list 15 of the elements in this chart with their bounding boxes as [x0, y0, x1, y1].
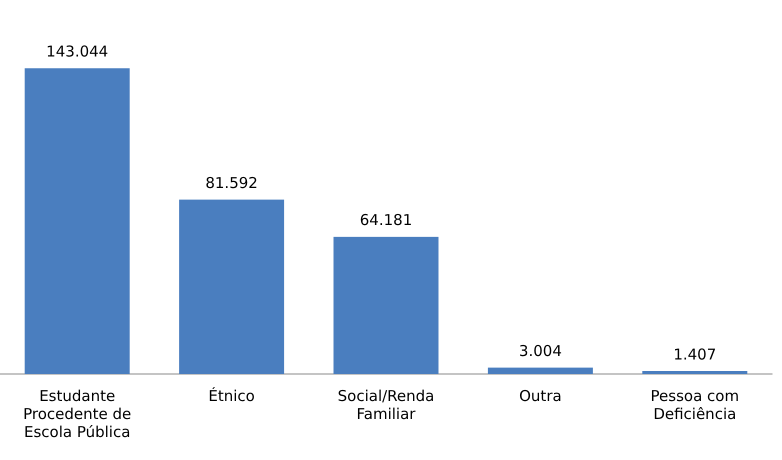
- data-label: 64.181: [360, 211, 412, 230]
- x-tick-label: Étnico: [208, 386, 255, 405]
- bar: [24, 68, 130, 374]
- data-label: 143.044: [46, 42, 108, 61]
- bar: [334, 236, 438, 374]
- data-label: 3.004: [518, 342, 562, 360]
- x-tick-label: Pessoa com Deficiência: [650, 386, 740, 423]
- x-tick-label: Estudante Procedente de Escola Pública: [23, 386, 132, 441]
- x-tick-label: Social/Renda Familiar: [338, 386, 434, 423]
- bar: [642, 370, 748, 374]
- data-label: 81.592: [205, 174, 258, 192]
- bar: [179, 200, 284, 374]
- bar: [488, 368, 593, 374]
- x-tick-label: Outra: [519, 386, 562, 405]
- data-label: 1.407: [673, 345, 716, 364]
